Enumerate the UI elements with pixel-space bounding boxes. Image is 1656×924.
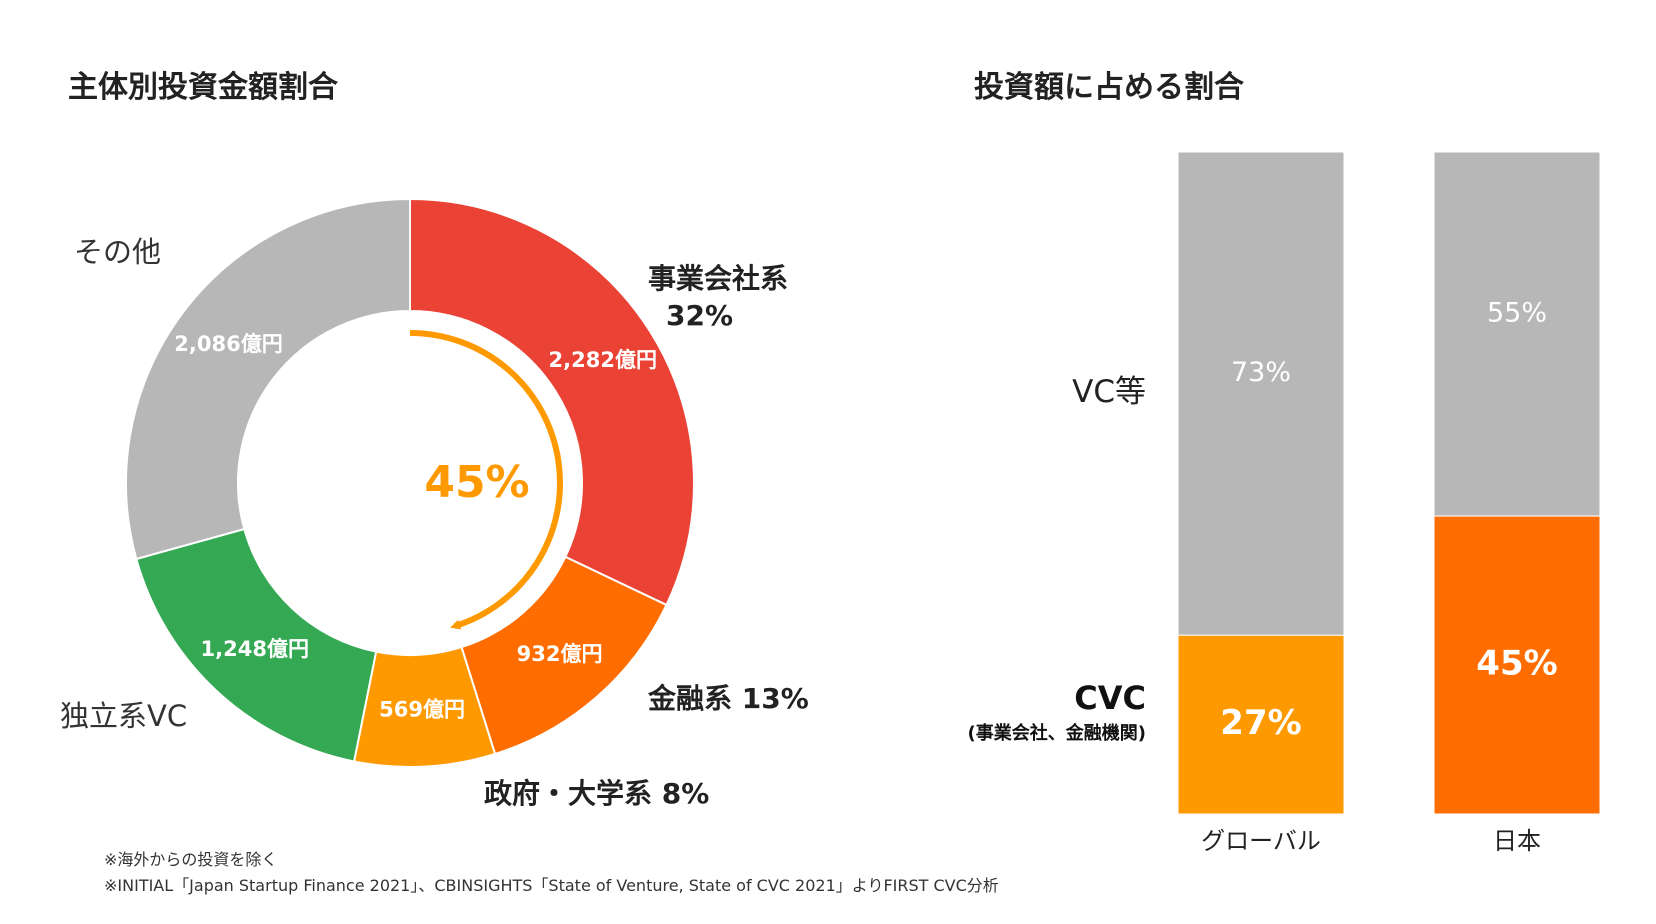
bar-cvc-0: [1177, 634, 1345, 815]
footnote-exclusion: ※海外からの投資を除く: [104, 850, 278, 869]
bar-vc-0: [1177, 151, 1345, 636]
donut-category-label-government: 政府・大学系 8%: [484, 777, 709, 810]
bar-cvc-value-label-1: 45%: [1476, 644, 1557, 684]
donut-category-label-independent: 独立系VC: [60, 699, 187, 733]
series-label-cvc: CVC: [1074, 679, 1146, 717]
donut-pct-label-corporate: 32%: [666, 299, 733, 332]
donut-category-label-financial: 金融系 13%: [647, 682, 809, 715]
bar-category-label-0: グローバル: [1201, 827, 1321, 855]
bar-cvc-value-label-0: 27%: [1220, 703, 1301, 743]
donut-value-label-financial: 932億円: [517, 642, 603, 666]
bar-vc-1: [1433, 151, 1601, 517]
donut-slice-independent: [135, 527, 378, 763]
donut-value-label-corporate: 2,282億円: [549, 348, 657, 372]
stacked-bar-chart-title: 投資額に占める割合: [974, 70, 1244, 105]
bar-vc-value-label-0: 73%: [1231, 357, 1291, 388]
donut-center-annotation: 45%: [424, 457, 529, 508]
donut-slice-other: [125, 197, 411, 561]
series-sublabel-cvc: (事業会社、金融機関): [968, 722, 1146, 744]
series-label-vc: VC等: [1072, 374, 1146, 410]
bar-cvc-1: [1433, 515, 1601, 815]
donut-value-label-government: 569億円: [379, 698, 465, 722]
stacked-bar-chart: 73% 27% グローバル 55% 45% 日本 VC等 CVC (事業会社、金融機関): [968, 151, 1601, 855]
donut-chart-title: 主体別投資金額割合: [68, 70, 338, 105]
donut-slice-corporate: [409, 197, 695, 607]
donut-center-arrow: [409, 330, 563, 630]
donut-category-label-corporate: 事業会社系: [648, 262, 788, 295]
bar-category-label-1: 日本: [1493, 827, 1541, 855]
bar-vc-value-label-1: 55%: [1487, 298, 1547, 329]
donut-value-label-other: 2,086億円: [174, 332, 282, 356]
donut-category-label-other: その他: [74, 235, 161, 269]
donut-value-label-independent: 1,248億円: [201, 637, 309, 661]
footnote-source: ※INITIAL「Japan Startup Finance 2021」、CBI…: [104, 876, 999, 895]
